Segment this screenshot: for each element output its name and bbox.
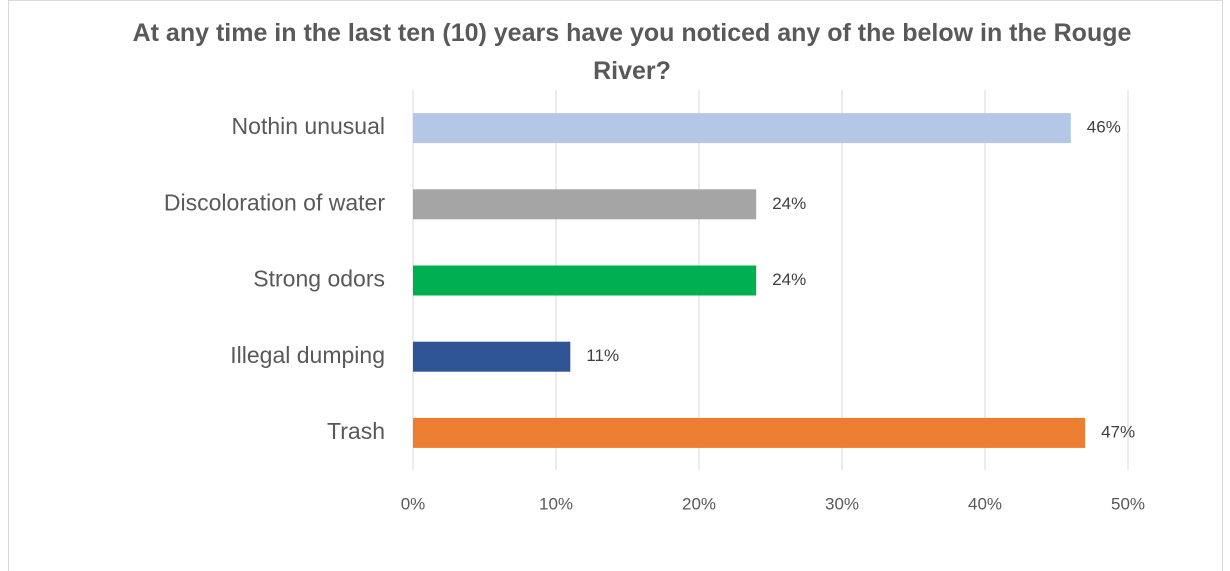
data-label: 47% [1101, 422, 1135, 441]
bar [413, 113, 1071, 144]
category-label: Discoloration of water [164, 189, 385, 215]
category-label: Illegal dumping [230, 342, 385, 368]
data-label: 24% [772, 194, 806, 213]
data-label: 24% [772, 270, 806, 289]
bar [413, 189, 757, 220]
x-tick-label: 0% [401, 494, 426, 513]
bar [413, 341, 571, 372]
category-label: Trash [327, 418, 385, 444]
category-label: Strong odors [253, 266, 385, 292]
data-label: 46% [1087, 118, 1121, 137]
data-label: 11% [586, 346, 619, 365]
bar [413, 417, 1086, 448]
x-tick-label: 50% [1111, 494, 1145, 513]
bar [413, 265, 757, 296]
x-tick-label: 20% [682, 494, 716, 513]
x-tick-label: 40% [968, 494, 1002, 513]
category-label: Nothin unusual [232, 113, 385, 139]
chart-border [8, 0, 1223, 571]
chart-title: At any time in the last ten (10) years h… [132, 19, 1132, 85]
x-tick-label: 10% [539, 494, 573, 513]
x-tick-label: 30% [825, 494, 859, 513]
